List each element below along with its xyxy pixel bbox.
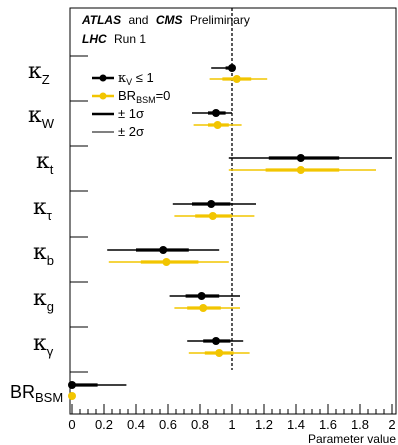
data-marks (68, 64, 392, 400)
x-tick-label: 0 (68, 417, 75, 432)
legend-marker-kv (99, 74, 107, 82)
data-point (213, 121, 222, 129)
data-point (215, 349, 224, 357)
y-ticks (70, 55, 88, 373)
legend-2sigma-label: ± 2σ (118, 124, 144, 139)
legend-label-kv: κV ≤ 1 (118, 70, 154, 87)
legend: κV ≤ 1 BRBSM=0 ± 1σ ± 2σ (92, 70, 170, 139)
legend-marker-br (99, 92, 107, 100)
param-symbol: κ (33, 286, 47, 311)
data-point (296, 166, 305, 174)
x-tick-label: 1.6 (319, 417, 337, 432)
param-symbol: κ (28, 59, 42, 84)
param-subscript: τ (47, 208, 53, 223)
param-label: κZ (28, 59, 50, 87)
param-subscript: g (47, 299, 54, 314)
x-tick-label: 0.8 (191, 417, 209, 432)
x-ticks: 0 0.2 0.4 0.6 0.8 1 1.2 1.4 1.6 1.8 2 (68, 404, 396, 432)
data-point (232, 75, 241, 83)
param-symbol: κ (28, 103, 42, 128)
legend-kv-sym: κ (118, 71, 126, 86)
preliminary-label: Preliminary (190, 13, 250, 27)
param-symbol: κ (33, 240, 47, 265)
atlas-label: ATLAS (81, 13, 121, 27)
run-label: Run 1 (114, 32, 146, 46)
x-tick-label: 0.4 (127, 417, 145, 432)
data-point (68, 381, 76, 389)
data-point (197, 292, 206, 300)
param-symbol: BR (10, 382, 35, 402)
param-label: κg (33, 286, 54, 314)
param-label: κt (36, 149, 54, 177)
data-point (296, 154, 305, 162)
param-symbol: κ (36, 149, 50, 174)
data-point (162, 258, 171, 266)
legend-label-br: BRBSM=0 (118, 88, 170, 105)
cms-label: CMS (156, 13, 183, 27)
data-point (159, 246, 168, 254)
param-subscript: t (50, 162, 54, 177)
data-point (212, 337, 220, 345)
param-subscript: γ (47, 344, 54, 359)
x-tick-label: 0.6 (159, 417, 177, 432)
data-point (199, 304, 208, 312)
x-tick-label: 1.4 (287, 417, 305, 432)
header-line-1: ATLAS and CMS Preliminary (81, 13, 250, 27)
x-axis-label: Parameter value (308, 432, 396, 445)
x-tick-label: 1 (228, 417, 235, 432)
param-subscript: b (47, 253, 54, 268)
param-label: κW (28, 103, 55, 131)
x-tick-label: 1.2 (255, 417, 273, 432)
legend-kv-rest: ≤ 1 (132, 70, 154, 85)
plot-frame (69, 7, 397, 415)
x-tick-label: 0.2 (95, 417, 113, 432)
data-point (212, 109, 220, 117)
header-line-2: LHC Run 1 (82, 32, 146, 46)
param-symbol: κ (33, 195, 47, 220)
legend-kv-sub: V (126, 77, 132, 87)
legend-br-main: BR (118, 88, 136, 103)
and-label: and (128, 13, 148, 27)
legend-1sigma-label: ± 1σ (118, 106, 144, 121)
param-label: κτ (33, 195, 53, 223)
param-symbol: κ (33, 331, 47, 356)
lhc-label: LHC (82, 32, 107, 46)
param-subscript: W (42, 116, 55, 131)
data-point (228, 64, 236, 72)
x-tick-label: 2 (388, 417, 395, 432)
x-tick-label: 1.8 (351, 417, 369, 432)
data-point (207, 200, 216, 208)
legend-br-sub: BSM (136, 95, 156, 105)
param-label: κγ (33, 331, 54, 359)
legend-br-rest: =0 (156, 88, 171, 103)
param-label: κb (33, 240, 54, 268)
param-label: BRBSM (10, 382, 63, 405)
data-point (68, 392, 76, 400)
data-point (208, 212, 217, 220)
param-subscript: BSM (35, 390, 63, 405)
param-subscript: Z (42, 72, 50, 87)
